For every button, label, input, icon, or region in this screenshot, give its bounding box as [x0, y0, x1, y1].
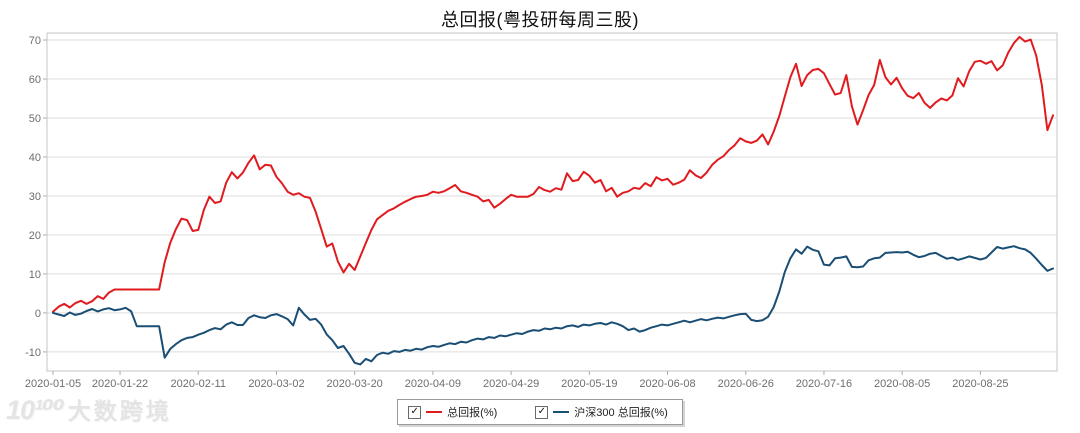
legend-item-csi300[interactable]: ✓ 沪深300 总回报(%) [535, 404, 668, 420]
svg-text:2020-01-22: 2020-01-22 [92, 378, 148, 390]
svg-text:70: 70 [29, 35, 41, 47]
legend-box: ✓ 总回报(%) ✓ 沪深300 总回报(%) [397, 399, 683, 425]
svg-text:2020-03-02: 2020-03-02 [248, 378, 304, 390]
svg-text:2020-02-11: 2020-02-11 [171, 378, 226, 390]
svg-text:2020-08-25: 2020-08-25 [952, 378, 1008, 390]
svg-text:10: 10 [29, 269, 41, 281]
svg-text:60: 60 [29, 74, 41, 86]
svg-text:2020-06-08: 2020-06-08 [639, 378, 695, 390]
legend-line-swatch-blue [553, 411, 570, 413]
legend-label: 沪深300 总回报(%) [574, 407, 668, 419]
checkbox-checked-icon[interactable]: ✓ [408, 405, 422, 419]
svg-text:2020-01-05: 2020-01-05 [25, 378, 81, 390]
svg-text:2020-07-16: 2020-07-16 [796, 378, 852, 390]
legend-label: 总回报(%) [447, 407, 498, 419]
svg-text:50: 50 [29, 113, 41, 125]
watermark-logo-icon: 10¹⁰⁰ [6, 395, 65, 425]
svg-text:2020-03-20: 2020-03-20 [327, 378, 383, 390]
checkbox-checked-icon[interactable]: ✓ [535, 405, 549, 419]
svg-text:2020-04-09: 2020-04-09 [405, 378, 461, 390]
legend-line-swatch-red [426, 411, 443, 413]
svg-text:40: 40 [29, 152, 41, 164]
watermark-brand: 大数跨境 [67, 398, 172, 424]
svg-text:0: 0 [35, 308, 41, 320]
svg-text:2020-06-26: 2020-06-26 [718, 378, 774, 390]
svg-text:2020-05-19: 2020-05-19 [561, 378, 617, 390]
watermark: 10¹⁰⁰ 大数跨境 [6, 392, 172, 426]
svg-text:2020-04-29: 2020-04-29 [483, 378, 539, 390]
svg-text:20: 20 [29, 230, 41, 242]
svg-text:2020-08-05: 2020-08-05 [874, 378, 930, 390]
legend: ✓ 总回报(%) ✓ 沪深300 总回报(%) [0, 399, 1080, 425]
svg-text:-10: -10 [25, 347, 41, 359]
chart-title: 总回报(粤投研每周三股) [441, 10, 639, 30]
legend-item-total-return[interactable]: ✓ 总回报(%) [408, 404, 497, 420]
svg-text:30: 30 [29, 191, 41, 203]
